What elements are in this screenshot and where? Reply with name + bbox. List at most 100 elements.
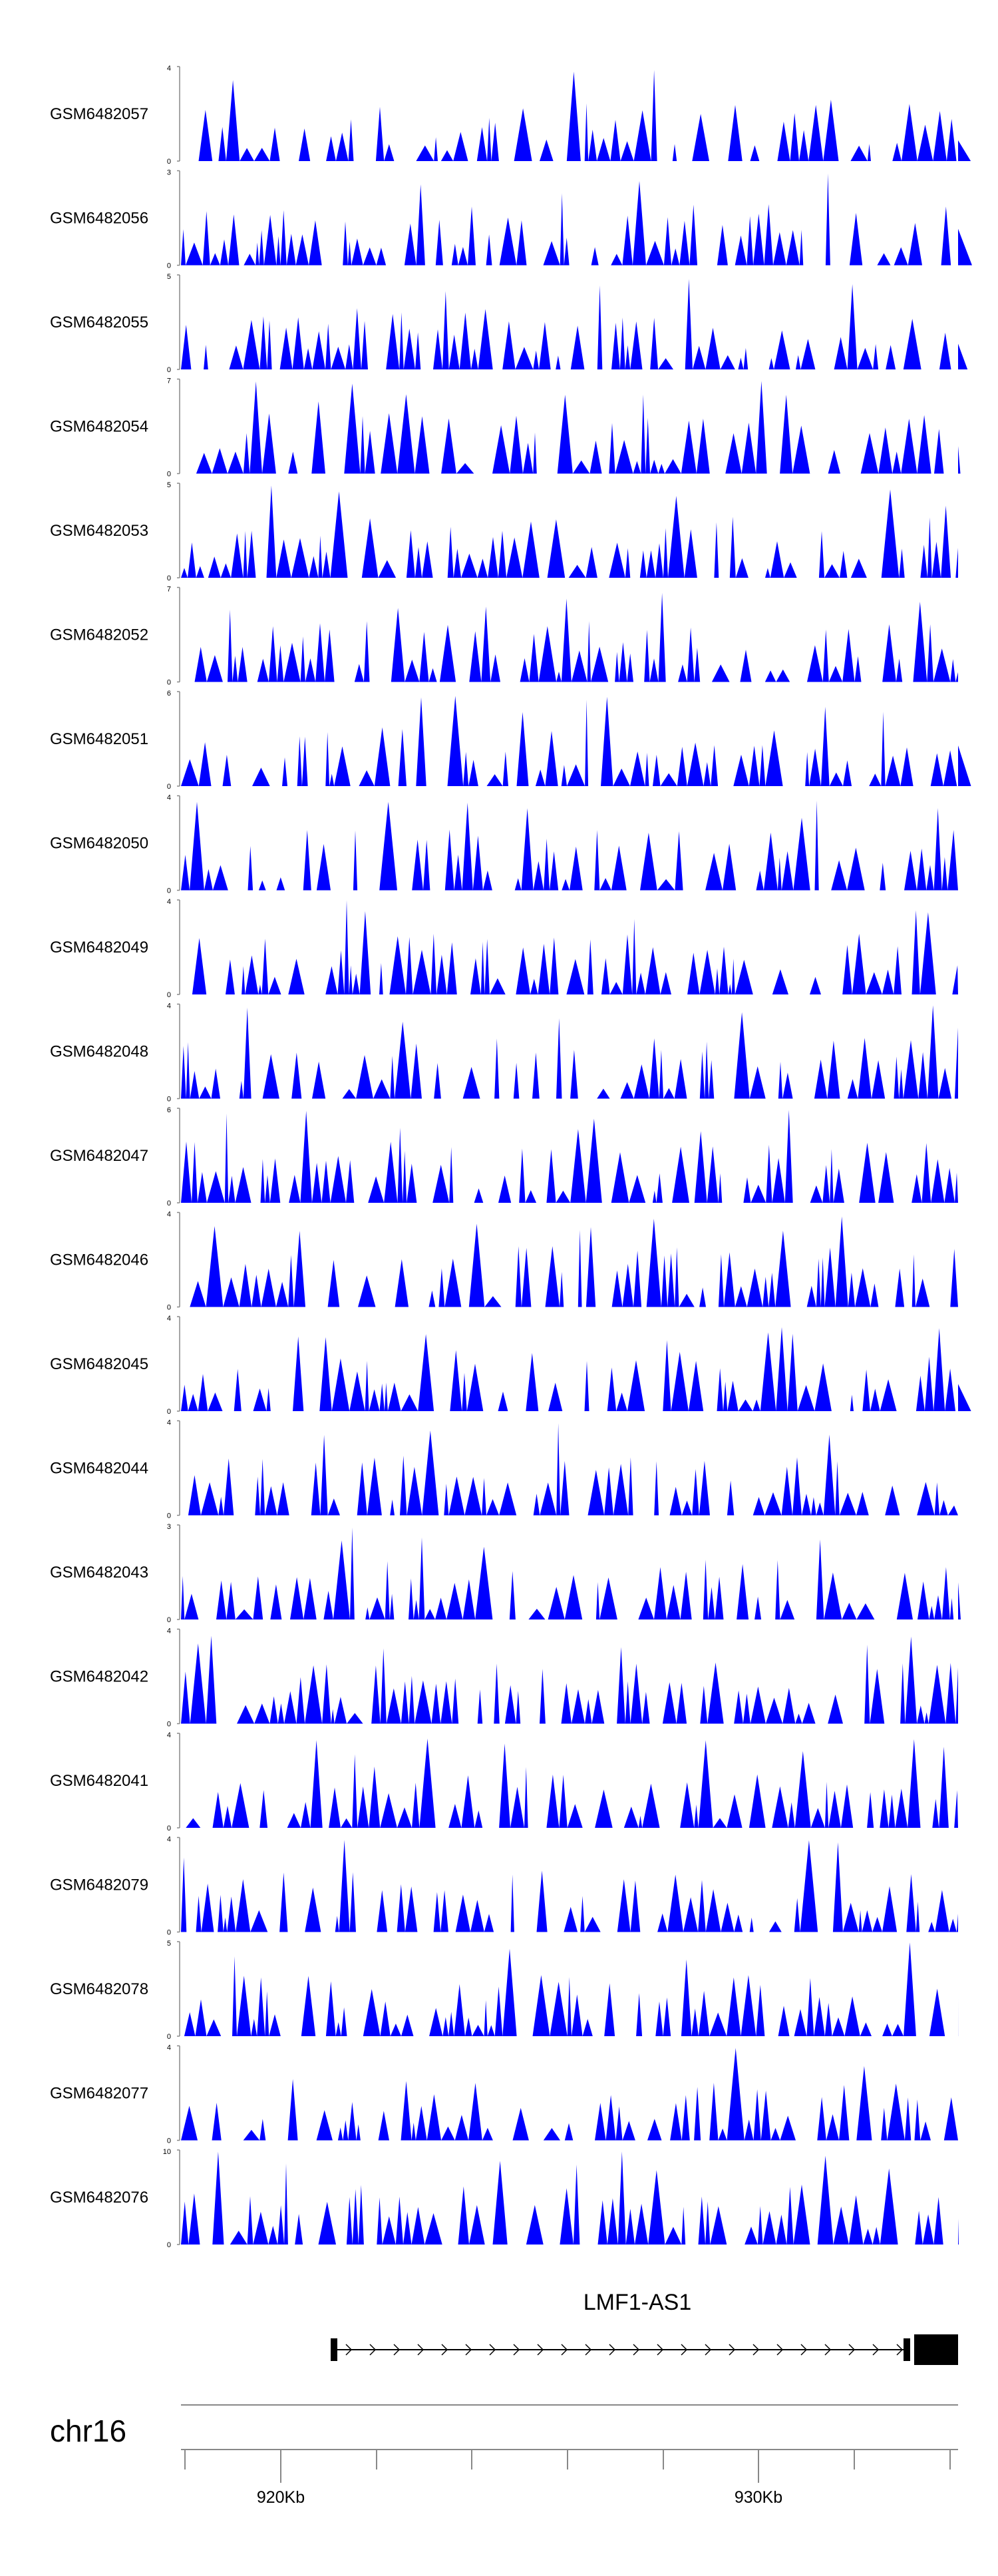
y-tick-label-zero: 0 xyxy=(167,679,171,687)
track-GSM6482056: GSM6482056 3 0 xyxy=(50,169,972,270)
strand-arrows xyxy=(345,2344,904,2356)
y-tick-label-zero: 0 xyxy=(167,1408,171,1416)
y-tick-label-max: 4 xyxy=(167,2044,171,2052)
tick-label-930kb: 930Kb xyxy=(735,2488,782,2507)
track-GSM6482055: GSM6482055 5 0 xyxy=(50,273,968,374)
signal-area xyxy=(181,1216,958,1307)
track-label: GSM6482047 xyxy=(50,1147,148,1165)
track-GSM6482052: GSM6482052 7 0 xyxy=(50,586,958,687)
y-tick-label-zero: 0 xyxy=(167,158,171,166)
track-label: GSM6482053 xyxy=(50,522,148,540)
chromosome-axis: chr16 920Kb 930Kb xyxy=(50,2404,958,2507)
strand-arrow xyxy=(633,2344,640,2356)
track-label: GSM6482054 xyxy=(50,418,148,436)
track-label: GSM6482048 xyxy=(50,1043,148,1061)
y-tick-label-zero: 0 xyxy=(167,574,171,582)
y-tick-label-zero: 0 xyxy=(167,1616,171,1624)
track-GSM6482049: GSM6482049 4 0 xyxy=(50,898,958,999)
track-GSM6482050: GSM6482050 4 0 xyxy=(50,794,958,895)
gene-name-label: LMF1-AS1 xyxy=(583,2290,692,2315)
track-label: GSM6482045 xyxy=(50,1355,148,1373)
track-label: GSM6482051 xyxy=(50,730,148,748)
track-GSM6482054: GSM6482054 7 0 xyxy=(50,377,961,479)
gene-exon-first xyxy=(331,2338,337,2361)
strand-arrow xyxy=(896,2344,904,2356)
track-label: GSM6482050 xyxy=(50,835,148,853)
y-tick-label-zero: 0 xyxy=(167,2137,171,2145)
y-tick-label-zero: 0 xyxy=(167,262,171,270)
signal-area xyxy=(181,173,972,266)
strand-arrow xyxy=(657,2344,664,2356)
track-GSM6482077: GSM6482077 4 0 xyxy=(50,2044,958,2145)
strand-arrow xyxy=(776,2344,784,2356)
track-GSM6482076: GSM6482076 10 0 xyxy=(50,2148,959,2249)
y-tick-label-max: 4 xyxy=(167,898,171,906)
track-GSM6482045: GSM6482045 4 0 xyxy=(50,1315,971,1416)
y-tick-label-zero: 0 xyxy=(167,2033,171,2041)
track-GSM6482057: GSM6482057 4 0 xyxy=(50,65,971,166)
track-label: GSM6482057 xyxy=(50,105,148,123)
track-label: GSM6482079 xyxy=(50,1876,148,1894)
strand-arrow xyxy=(681,2344,688,2356)
signal-area xyxy=(181,70,971,161)
track-label: GSM6482056 xyxy=(50,210,148,228)
gene-exon-last xyxy=(914,2334,958,2365)
signal-area xyxy=(181,1840,958,1932)
strand-arrow xyxy=(393,2344,401,2356)
track-label: GSM6482076 xyxy=(50,2189,148,2207)
strand-arrow xyxy=(537,2344,544,2356)
strand-arrow xyxy=(369,2344,377,2356)
y-tick-label-max: 4 xyxy=(167,1731,171,1739)
strand-arrow xyxy=(729,2344,736,2356)
y-tick-label-max: 4 xyxy=(167,1419,171,1427)
track-GSM6482048: GSM6482048 4 0 xyxy=(50,1002,958,1104)
strand-arrow xyxy=(752,2344,760,2356)
track-GSM6482041: GSM6482041 4 0 xyxy=(50,1731,958,1832)
y-tick-label-max: 4 xyxy=(167,1002,171,1010)
y-tick-label-max: 5 xyxy=(167,1940,171,1948)
track-label: GSM6482055 xyxy=(50,314,148,331)
signal-area xyxy=(181,592,958,682)
y-tick-label-max: 4 xyxy=(167,794,171,802)
strand-arrow xyxy=(705,2344,712,2356)
strand-arrow xyxy=(345,2344,353,2356)
y-tick-label-max: 4 xyxy=(167,1836,171,1844)
track-label: GSM6482043 xyxy=(50,1564,148,1582)
track-label: GSM6482049 xyxy=(50,939,148,957)
y-tick-label-zero: 0 xyxy=(167,2241,171,2249)
strand-arrow xyxy=(800,2344,808,2356)
track-GSM6482043: GSM6482043 3 0 xyxy=(50,1523,961,1624)
y-tick-label-zero: 0 xyxy=(167,1096,171,1104)
signal-tracks: GSM648205740GSM648205630GSM648205550GSM6… xyxy=(50,65,972,2249)
strand-arrow xyxy=(609,2344,616,2356)
strand-arrow xyxy=(465,2344,472,2356)
signal-area xyxy=(181,381,961,474)
y-tick-label-max: 6 xyxy=(167,690,171,698)
y-tick-label-zero: 0 xyxy=(167,887,171,895)
track-label: GSM6482046 xyxy=(50,1251,148,1269)
signal-area xyxy=(181,2151,959,2245)
y-tick-label-zero: 0 xyxy=(167,783,171,791)
signal-area xyxy=(181,1528,961,1619)
track-GSM6482051: GSM6482051 6 0 xyxy=(50,690,971,791)
y-tick-label-max: 4 xyxy=(167,1211,171,1219)
signal-area xyxy=(181,485,958,578)
track-label: GSM6482077 xyxy=(50,2085,148,2103)
signal-area xyxy=(181,2047,958,2141)
y-tick-label-max: 7 xyxy=(167,586,171,594)
y-tick-label-max: 4 xyxy=(167,1315,171,1323)
signal-area xyxy=(181,800,958,891)
y-tick-label-max: 5 xyxy=(167,273,171,281)
y-tick-label-max: 3 xyxy=(167,169,171,177)
signal-area xyxy=(181,900,958,994)
strand-arrow xyxy=(872,2344,880,2356)
signal-area xyxy=(181,1327,971,1411)
strand-arrow xyxy=(489,2344,496,2356)
tick-label-920kb: 920Kb xyxy=(257,2488,305,2507)
track-GSM6482053: GSM6482053 5 0 xyxy=(50,481,958,582)
track-label: GSM6482041 xyxy=(50,1772,148,1790)
y-tick-label-max: 3 xyxy=(167,1523,171,1531)
track-GSM6482079: GSM6482079 4 0 xyxy=(50,1836,958,1937)
track-GSM6482042: GSM6482042 4 0 xyxy=(50,1627,958,1729)
